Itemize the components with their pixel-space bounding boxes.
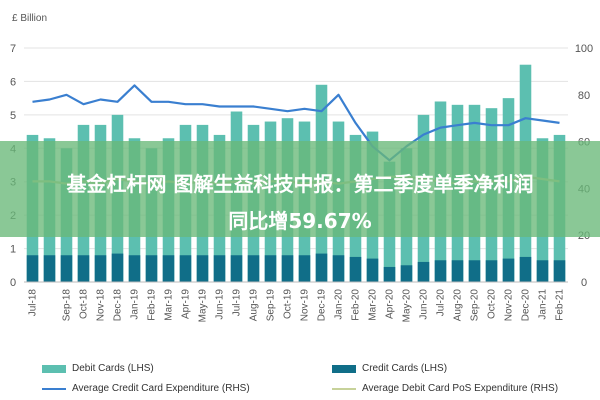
credit-bar [111,253,124,282]
x-tick-label: Feb-20 [351,289,362,321]
x-tick-label: Dec-19 [317,289,328,322]
credit-bar [383,266,396,282]
legend-item-debit: Debit Cards (LHS) [42,362,282,376]
x-tick-label: Jan-21 [538,289,549,320]
x-tick-label: Aug-20 [453,289,464,322]
x-tick-label: Feb-19 [147,289,158,321]
x-tick-label: Jun-20 [419,289,430,320]
x-tick-label: Apr-19 [181,289,192,319]
x-tick-label: Mar-19 [164,289,175,321]
x-tick-label: Aug-19 [249,289,260,322]
right-tick-label: 100 [575,43,593,55]
legend: Debit Cards (LHS) Credit Cards (LHS) Ave… [42,358,582,400]
x-tick-label: Mar-20 [368,289,379,321]
credit-bar [43,255,56,282]
left-tick-label: 5 [10,110,16,122]
credit-bar [128,255,141,282]
credit-bar [502,258,515,282]
right-tick-label: 80 [578,90,590,102]
credit-bar [213,255,226,282]
x-tick-label: Dec-18 [113,289,124,322]
credit-bar [485,260,498,282]
credit-bar [60,255,73,282]
credit-bar [468,260,481,282]
left-tick-label: 0 [10,277,16,289]
legend-label-debit: Debit Cards (LHS) [72,363,154,374]
credit-bar [281,255,294,282]
credit-bar [417,261,430,282]
credit-bar [298,255,311,282]
legend-line-avg-credit [42,388,66,390]
overlay-title-line2: 同比增59.67% [228,209,372,233]
x-tick-label: Jul-20 [436,289,447,317]
credit-bar [247,255,260,282]
credit-bar [264,255,277,282]
left-tick-label: 7 [10,43,16,55]
credit-bar [451,260,464,282]
legend-item-avg-credit: Average Credit Card Expenditure (RHS) [42,382,322,396]
legend-label-credit: Credit Cards (LHS) [362,363,448,374]
credit-bar [536,260,549,282]
credit-bar [553,260,566,282]
watermark-band [0,141,600,237]
credit-bar [162,255,175,282]
credit-bar [94,255,107,282]
x-tick-label: Oct-19 [283,289,294,319]
x-tick-label: Nov-20 [504,289,515,322]
x-tick-label: Sep-20 [470,289,481,322]
x-tick-label: Jul-18 [28,289,39,317]
x-tick-label: Feb-21 [555,289,566,321]
credit-bar [179,255,192,282]
avg-credit-line [32,84,560,162]
credit-bar [230,255,243,282]
legend-swatch-debit [42,365,66,373]
legend-label-avg-credit: Average Credit Card Expenditure (RHS) [72,383,250,394]
credit-bar [145,255,158,282]
left-axis-unit: £ Billion [12,13,47,24]
credit-bar [315,253,328,282]
credit-bar [196,255,209,282]
credit-bar [519,256,532,282]
legend-line-avg-debit [332,388,356,390]
legend-item-avg-debit: Average Debit Card PoS Expenditure (RHS) [332,382,582,396]
overlay-title-line1: 基金杠杆网 图解生益科技中报：第二季度单季净利润 [66,172,534,196]
x-tick-label: Oct-20 [487,289,498,319]
x-tick-label: Sep-19 [266,289,277,322]
credit-bar [400,265,413,282]
legend-label-avg-debit: Average Debit Card PoS Expenditure (RHS) [362,383,559,394]
x-tick-label: Nov-18 [96,289,107,322]
x-tick-label: Apr-20 [385,289,396,319]
legend-item-credit: Credit Cards (LHS) [332,362,572,376]
x-tick-label: Dec-20 [521,289,532,322]
x-tick-label: May-19 [198,289,209,323]
credit-bar [349,256,362,282]
credit-bar [332,255,345,282]
credit-bar [366,258,379,282]
left-tick-label: 1 [10,244,16,256]
x-tick-label: Sep-18 [62,289,73,322]
x-tick-label: Jan-19 [130,289,141,320]
x-tick-label: May-20 [402,289,413,323]
credit-bar [26,255,39,282]
x-tick-label: Jan-20 [334,289,345,320]
right-tick-label: 0 [581,277,587,289]
legend-swatch-credit [332,365,356,373]
x-tick-label: Oct-18 [79,289,90,319]
x-tick-label: Jul-19 [232,289,243,317]
credit-bar [77,255,90,282]
x-tick-label: Jun-19 [215,289,226,320]
credit-bar [434,260,447,282]
x-tick-label: Nov-19 [300,289,311,322]
left-tick-label: 6 [10,76,16,88]
